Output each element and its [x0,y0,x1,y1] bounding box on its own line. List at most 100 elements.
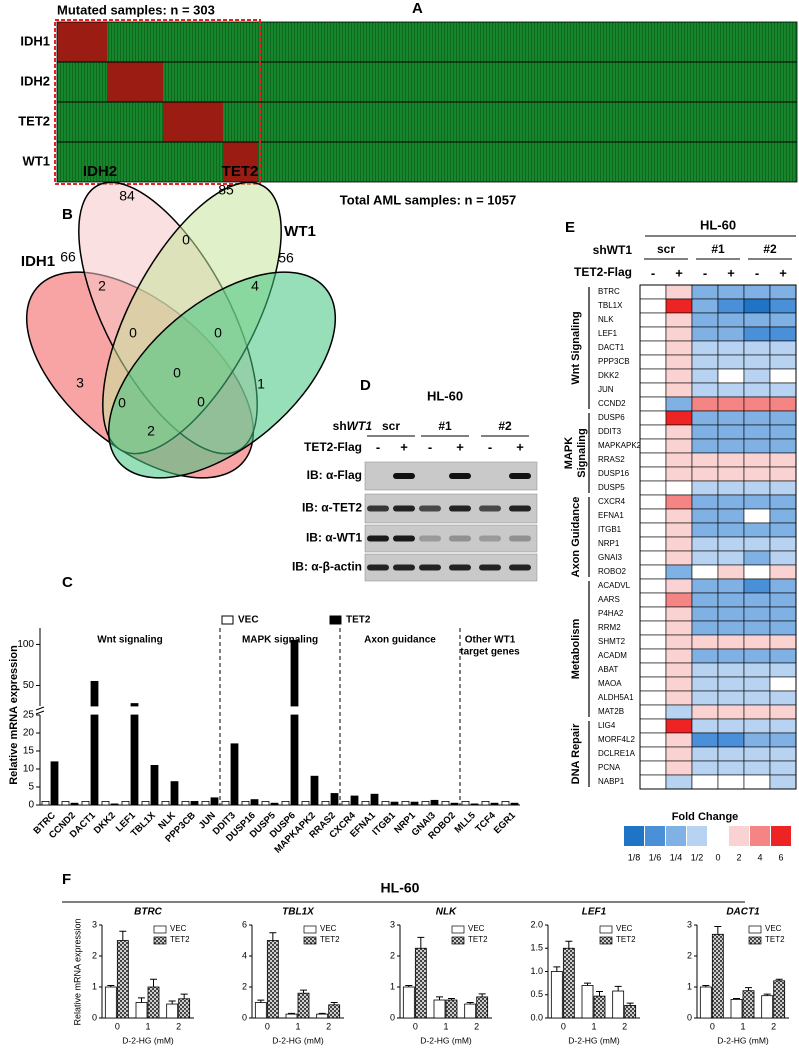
heat-cell [743,326,771,342]
heat-cell [769,396,797,412]
y-tick-label: 1 [390,981,395,991]
venn-count: 0 [129,325,137,341]
error-bar [168,1000,176,1005]
x-tick-label: 2 [176,1021,181,1031]
heat-cell [717,438,745,454]
heat-cell [769,690,797,706]
bar [562,947,575,1019]
heat-cell [769,550,797,566]
heat-cell [639,578,667,594]
gene-label: ITGB1 [598,525,622,534]
heat-cell [717,480,745,496]
heat-cell [717,578,745,594]
heat-cell [665,508,693,524]
sign: + [779,265,787,280]
heat-cell [639,438,667,454]
bar [110,803,119,806]
legend-label: VEC [170,924,187,933]
y-tick-label: 0.0 [530,1012,543,1022]
bar [301,801,310,806]
heat-cell [639,606,667,622]
legend-swatch [303,936,317,945]
heat-cell [639,592,667,608]
bar [470,803,479,806]
band [509,473,531,479]
heat-cell [769,662,797,678]
heat-cell [691,284,719,300]
group-label: scr [382,419,400,433]
heat-cell [743,396,771,412]
legend-swatch [221,615,234,625]
heat-cell [743,284,771,300]
gene-label: LEF1 [598,329,618,338]
heat-cell [665,634,693,650]
heat-cell [743,536,771,552]
bar [166,1003,179,1019]
error-bar [138,997,145,1003]
sh-gene: WT1 [347,419,373,433]
mutation-block [223,142,258,182]
legend-swatch [451,925,465,934]
heat-cell [743,354,771,370]
heat-cell [743,466,771,482]
heat-cell [691,508,719,524]
heat-cell [665,452,693,468]
heat-cell [717,452,745,468]
gene-label: IDH2 [20,73,50,88]
heat-cell [769,578,797,594]
heat-cell [769,704,797,720]
heat-cell [743,620,771,636]
gene-label: CXCR4 [598,497,626,506]
venn-count: 2 [98,278,106,294]
heat-cell [743,424,771,440]
heat-cell [691,452,719,468]
heat-cell [665,662,693,678]
heat-cell [717,508,745,524]
heat-cell [639,536,667,552]
bar [161,801,170,806]
bar [501,801,510,806]
heat-cell [691,592,719,608]
bar [321,801,330,806]
band [479,505,501,512]
heat-cell [639,298,667,314]
bar [730,999,743,1019]
venn-count: 0 [182,232,190,248]
heat-cell [691,634,719,650]
y-tick-label: 2 [687,950,692,960]
x-tick-label: 0 [265,1021,270,1031]
gene-label: ROBO2 [598,567,627,576]
heat-cell [639,424,667,440]
bar [410,801,419,806]
gene-label: NLK [598,315,614,324]
heat-cell [743,298,771,314]
bar [316,1013,329,1019]
error-bar [775,978,783,981]
legend-swatch [451,936,465,945]
blot-title: HL-60 [427,388,463,403]
heat-cell [769,340,797,356]
heat-cell [665,312,693,328]
band [509,535,531,542]
heat-cell [717,634,745,650]
mutated-box [54,19,261,185]
gene-label: BTRC [598,287,620,296]
gene-label: PCNA [598,763,621,772]
venn-count: 56 [278,250,294,266]
gene-label: AARS [598,595,620,604]
heat-cell [743,522,771,538]
axis-break [35,706,45,711]
bar [190,801,199,806]
heat-cell [769,452,797,468]
gene-label: DUSP6 [598,413,625,422]
heat-cell [769,592,797,608]
venn-count: 0 [173,365,181,381]
bar [170,781,179,806]
error-bar [405,984,413,987]
sign: + [516,439,524,454]
x-tick-label: 1 [295,1021,300,1031]
heat-cell [639,326,667,342]
heat-cell [743,690,771,706]
heat-cell [691,732,719,748]
heat-cell [691,368,719,384]
